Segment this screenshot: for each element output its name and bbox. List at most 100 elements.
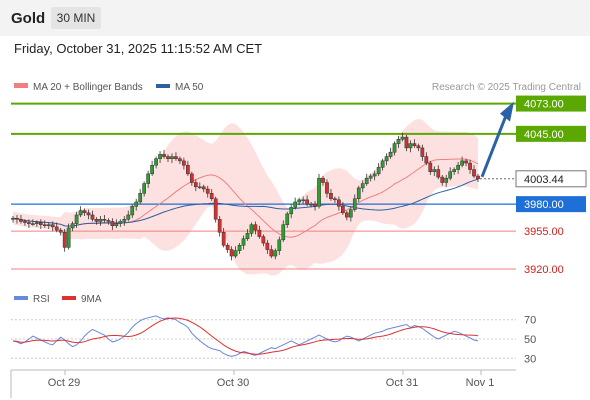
bollinger-band: [13, 118, 478, 276]
candle-body: [182, 160, 186, 166]
candle-body: [293, 201, 298, 208]
candle-body: [416, 145, 421, 149]
forecast-arrow-shaft: [480, 115, 508, 178]
rsi-lines: [12, 315, 479, 357]
candle-body: [213, 198, 218, 220]
candle-body: [138, 193, 143, 203]
candle-body: [146, 173, 150, 184]
candle-body: [257, 229, 262, 237]
candle-body: [94, 219, 99, 222]
candle-body: [472, 169, 476, 177]
candle-body: [102, 219, 107, 221]
candle-body: [58, 229, 63, 233]
candle-body: [70, 223, 75, 229]
candle-body: [237, 244, 242, 251]
candle-body: [261, 236, 266, 244]
candle-body: [468, 162, 472, 170]
candle-body: [356, 187, 361, 199]
candle-body: [50, 224, 55, 228]
candle-body: [23, 221, 27, 223]
candle-body: [273, 250, 278, 257]
candle-body: [126, 214, 131, 220]
candle-body: [197, 186, 202, 189]
x-tick-label: Oct 31: [386, 377, 418, 389]
current-price-label: 4003.44: [524, 174, 564, 186]
candle-body: [209, 193, 214, 199]
candle-body: [309, 203, 313, 206]
candle-body: [277, 239, 282, 251]
candle-body: [90, 214, 95, 220]
candle-body: [166, 156, 170, 159]
candle-body: [408, 143, 413, 149]
ma50-legend-swatch: [156, 84, 170, 88]
candle-body: [432, 169, 437, 172]
rsi-ma-line: [12, 317, 479, 355]
x-axis: Oct 29 Oct 30 Oct 31 Nov 1: [48, 370, 495, 389]
rsi-tick-labels: 70 50 30: [524, 315, 536, 366]
candle-body: [392, 143, 397, 153]
ma50-legend-label: MA 50: [175, 82, 204, 93]
candle-body: [440, 176, 445, 183]
candle-body: [19, 219, 23, 222]
candle-body: [170, 156, 174, 159]
candle-body: [62, 232, 67, 248]
candle-body: [285, 213, 290, 225]
timeframe-button[interactable]: 30 MIN: [51, 7, 101, 29]
candle-body: [201, 186, 206, 190]
candle-body: [114, 223, 119, 227]
candle-body: [424, 156, 429, 164]
candle-body: [448, 171, 453, 179]
candle-body: [130, 206, 135, 216]
price-levels: [11, 102, 516, 270]
level-box-resistance: [516, 125, 586, 142]
candle-body: [460, 160, 464, 166]
candle-body: [241, 238, 246, 246]
candle-body: [31, 223, 35, 225]
candle-body: [317, 177, 321, 207]
candle-body: [360, 183, 365, 189]
candle-body: [412, 143, 417, 146]
candle-body: [313, 203, 317, 207]
level-label-support: 3955.00: [524, 226, 564, 238]
level-label-pivot: 3980.00: [524, 199, 564, 211]
rsi-legend-swatch: [14, 296, 28, 300]
level-label-resistance: 4073.00: [524, 99, 564, 111]
rsi-tick-label: 30: [524, 353, 536, 365]
level-label-resistance: 4045.00: [524, 129, 564, 141]
candle-body: [11, 217, 15, 220]
candle-body: [325, 182, 329, 194]
candle-body: [162, 154, 166, 157]
candles: [11, 132, 480, 261]
candle-body: [205, 188, 210, 194]
level-label-support: 3920.00: [524, 264, 564, 276]
x-tick-label: Nov 1: [466, 377, 495, 389]
candle-body: [78, 210, 83, 216]
candle-body: [305, 199, 309, 205]
ma50-line: [12, 178, 479, 227]
candle-body: [341, 206, 345, 214]
candle-body: [281, 224, 286, 241]
candle-body: [15, 217, 19, 220]
candle-body: [150, 164, 154, 175]
top-bar: Gold 30 MIN: [0, 0, 590, 36]
candle-body: [154, 158, 158, 166]
candle-body: [376, 167, 381, 175]
bollinger-band-area: [13, 118, 478, 276]
candle-body: [122, 219, 127, 222]
timestamp: Friday, October 31, 2025 11:15:52 AM CET: [14, 41, 263, 56]
ma9-legend-label: 9MA: [81, 294, 102, 305]
candle-body: [249, 224, 254, 234]
candle-body: [134, 201, 139, 207]
candle-body: [253, 224, 258, 231]
candle-body: [329, 193, 333, 199]
rsi-tick-label: 70: [524, 315, 536, 327]
candle-body: [372, 173, 377, 177]
candle-body: [452, 169, 457, 172]
candle-body: [297, 199, 302, 203]
candle-body: [464, 160, 468, 164]
ma20-legend-swatch: [14, 83, 28, 88]
candle-body: [456, 164, 460, 170]
candle-body: [225, 244, 230, 250]
moving-averages: [12, 158, 479, 238]
